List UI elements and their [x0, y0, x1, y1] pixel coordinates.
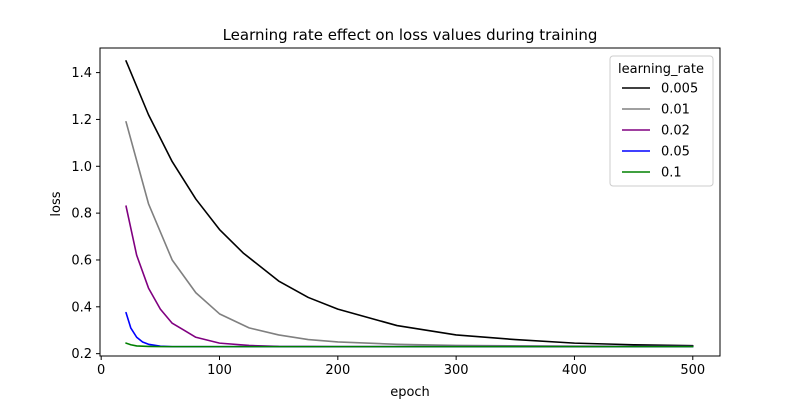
- x-axis-ticks: 0 100 200 300 400 500: [97, 356, 705, 378]
- legend-item: 0.005: [622, 82, 698, 97]
- x-tick-label: 400: [562, 363, 587, 378]
- x-tick-label: 100: [207, 363, 232, 378]
- x-tick-label: 0: [97, 363, 105, 378]
- y-tick-label: 0.2: [71, 347, 92, 362]
- x-tick-label: 500: [680, 363, 705, 378]
- legend-label: 0.05: [661, 145, 690, 160]
- legend-label: 0.01: [661, 103, 690, 118]
- legend: learning_rate 0.005 0.01 0.02 0.05 0.1: [609, 55, 714, 187]
- legend-items: 0.005 0.01 0.02 0.05 0.1: [622, 82, 698, 181]
- series-layer: [125, 60, 694, 348]
- x-axis-label: epoch: [390, 385, 430, 400]
- series-line-0.1: [125, 342, 694, 348]
- series-line-0.005: [125, 60, 694, 347]
- legend-item: 0.05: [622, 145, 690, 160]
- y-axis-label: loss: [49, 191, 64, 216]
- legend-label: 0.02: [661, 124, 690, 139]
- y-tick-label: 1.4: [71, 66, 92, 81]
- legend-label: 0.1: [661, 166, 682, 181]
- y-axis-ticks: 0.2 0.4 0.6 0.8 1.0 1.2 1.4: [71, 66, 100, 362]
- axes-frame: [99, 47, 721, 357]
- legend-title: learning_rate: [618, 62, 704, 77]
- y-tick-label: 0.4: [71, 300, 92, 315]
- y-tick-label: 0.8: [71, 207, 92, 222]
- legend-item: 0.1: [622, 166, 682, 181]
- chart-title: Learning rate effect on loss values duri…: [223, 26, 598, 44]
- x-tick-label: 300: [444, 363, 469, 378]
- legend-label: 0.005: [661, 82, 698, 97]
- legend-item: 0.02: [622, 124, 690, 139]
- x-tick-label: 200: [325, 363, 350, 378]
- y-tick-label: 1.2: [71, 113, 92, 128]
- series-line-0.01: [125, 120, 694, 348]
- axes-layer: [99, 47, 721, 357]
- legend-item: 0.01: [622, 103, 690, 118]
- y-tick-label: 0.6: [71, 253, 92, 268]
- y-tick-label: 1.0: [71, 160, 92, 175]
